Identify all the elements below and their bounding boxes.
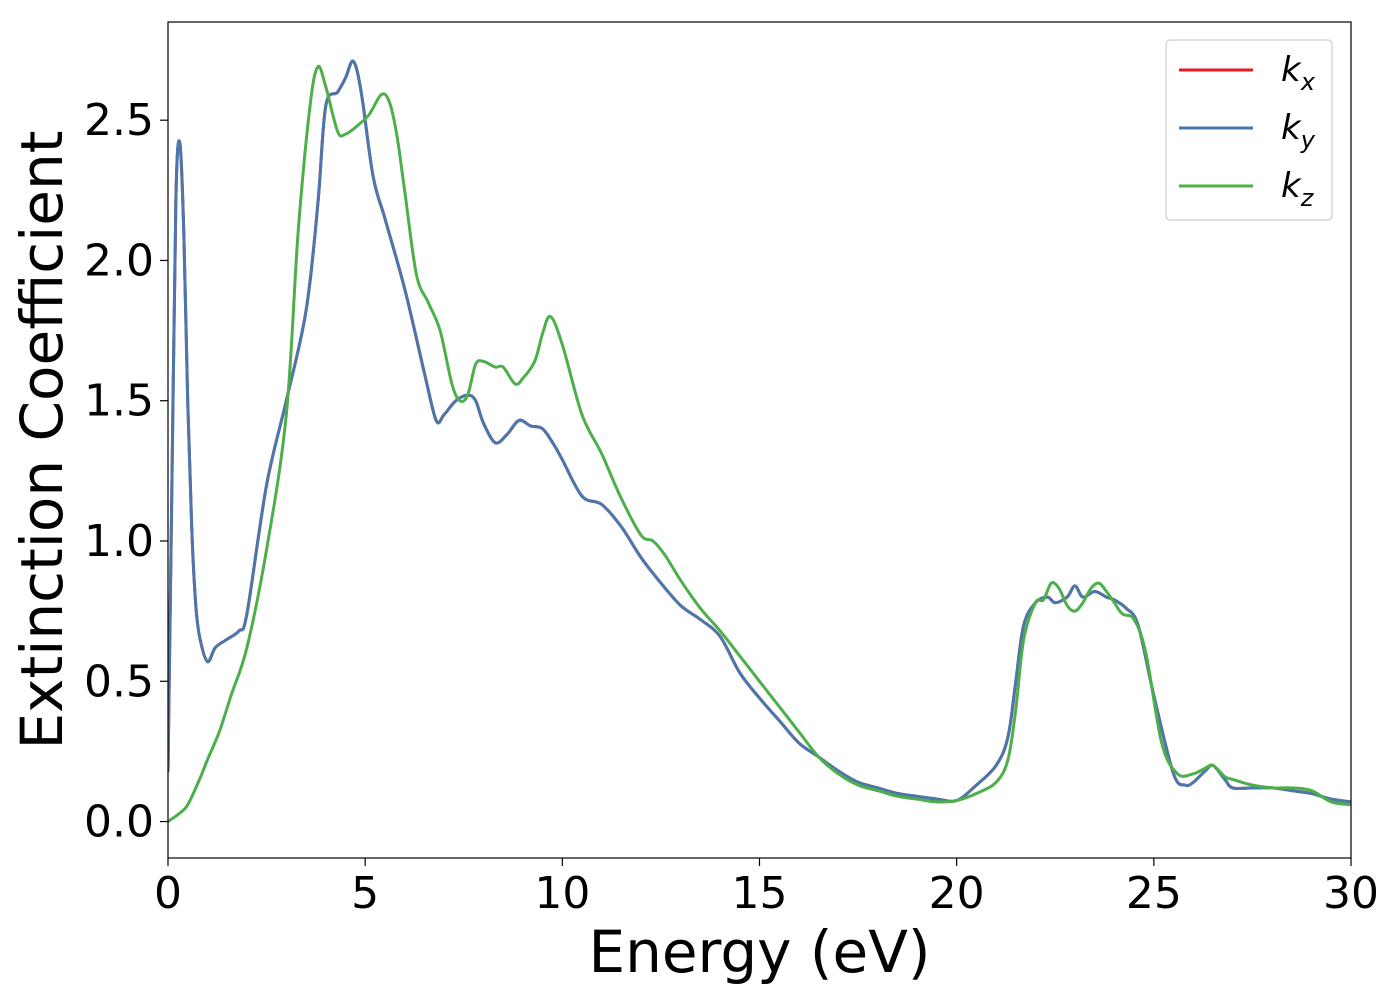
legend-label-subscript: x <box>1300 68 1316 96</box>
x-axis-label: Energy (eV) <box>588 918 930 986</box>
y-axis-label: Extinction Coefficient <box>8 131 76 750</box>
x-tick-label: 30 <box>1323 868 1379 919</box>
legend-label-base: k <box>1281 108 1302 148</box>
legend-entry-label: kz <box>1281 166 1315 212</box>
y-axis-ticks: 0.0 0.5 1.0 1.5 2.0 2.5 <box>84 95 168 848</box>
x-tick-label: 20 <box>929 868 985 919</box>
x-tick-label: 5 <box>351 868 379 919</box>
y-tick-label: 1.0 <box>84 516 154 567</box>
legend-box <box>1165 39 1333 221</box>
x-tick-label: 25 <box>1126 868 1182 919</box>
x-tick-label: 10 <box>534 868 590 919</box>
y-tick-label: 1.5 <box>84 376 154 427</box>
series-line-ky <box>168 59 1351 804</box>
plot-lines <box>168 59 1351 823</box>
legend-label-subscript: y <box>1300 126 1316 154</box>
legend-label-base: k <box>1281 166 1302 206</box>
y-tick-label: 0.0 <box>84 797 154 848</box>
legend-entry-label: ky <box>1281 108 1316 154</box>
legend-entry-label: kx <box>1281 50 1316 96</box>
series-line-kz <box>168 64 1351 823</box>
y-tick-label: 2.0 <box>84 235 154 286</box>
y-tick-label: 2.5 <box>84 95 154 146</box>
legend-label-base: k <box>1281 50 1302 90</box>
x-tick-label: 0 <box>154 868 182 919</box>
legend-label-subscript: z <box>1300 184 1315 212</box>
x-axis-ticks: 0 5 10 15 20 25 30 <box>154 858 1379 919</box>
y-tick-label: 0.5 <box>84 656 154 707</box>
x-tick-label: 15 <box>732 868 788 919</box>
